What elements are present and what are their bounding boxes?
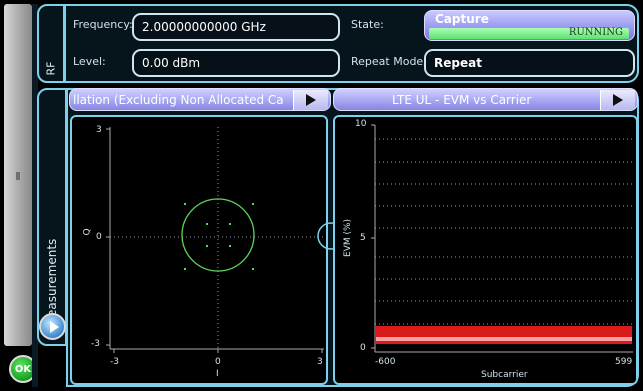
frequency-value: 2.00000000000 GHz [142,20,266,34]
sidebar-grip-handle[interactable] [4,4,32,346]
state-capture-button[interactable]: Capture RUNNING [424,10,635,41]
measurements-play-button[interactable] [39,313,66,340]
evm-chart [371,124,633,353]
measurements-tab[interactable]: Measurements [37,88,67,346]
i-axis-label: I [216,369,219,379]
evm-view-arrow-icon[interactable] [600,90,635,110]
evm-tick-bottom: 0 [360,343,366,353]
i-tick-mid: 0 [215,357,221,367]
q-axis-label: Q [82,228,93,236]
evm-axis-label: EVM (%) [343,218,354,258]
evm-tick-top: 10 [355,119,367,129]
level-label: Level: [73,55,106,68]
frequency-label: Frequency: [73,18,133,31]
evm-view-selector[interactable]: LTE UL - EVM vs Carrier [333,88,638,111]
level-value: 0.00 dBm [142,56,201,70]
panel-divider [32,4,38,387]
evm-plot: 10 5 0 EVM (%) -600 599 Subcarrier [333,115,638,385]
rf-tab-label: RF [44,61,58,76]
running-status-bar: RUNNING [429,27,629,39]
q-tick-top: 3 [96,125,102,135]
grip-mark [16,172,20,180]
evm-tick-mid: 5 [360,233,366,243]
level-field[interactable]: 0.00 dBm [132,49,340,77]
frequency-field[interactable]: 2.00000000000 GHz [132,13,340,41]
capture-label: Capture [435,12,489,26]
constellation-ring [181,198,255,272]
i-tick-left: -3 [110,357,119,367]
q-tick-bottom: -3 [91,339,100,349]
constellation-view-title: llation (Excluding Non Allocated Ca [73,93,284,107]
i-tick-right: 3 [317,357,323,367]
evm-view-title: LTE UL - EVM vs Carrier [392,93,532,107]
repeat-mode-label: Repeat Mode: [351,55,427,68]
subcarrier-tick-left: -600 [375,357,396,367]
state-label: State: [351,18,384,31]
constellation-plot: 3 0 -3 Q -3 0 3 I [70,115,328,385]
evm-trace-avg [376,337,632,341]
repeat-mode-field[interactable]: Repeat [424,49,635,77]
running-status-text: RUNNING [568,27,623,38]
rf-tab[interactable]: RF [37,4,65,83]
subcarrier-tick-right: 599 [615,357,633,367]
constellation-view-selector[interactable]: llation (Excluding Non Allocated Ca [69,88,331,111]
repeat-mode-value: Repeat [434,56,482,70]
constellation-chart [106,127,326,353]
subcarrier-axis-label: Subcarrier [481,370,528,380]
evm-trace [376,326,632,344]
constellation-view-arrow-icon[interactable] [293,90,328,110]
q-tick-mid: 0 [96,232,102,242]
